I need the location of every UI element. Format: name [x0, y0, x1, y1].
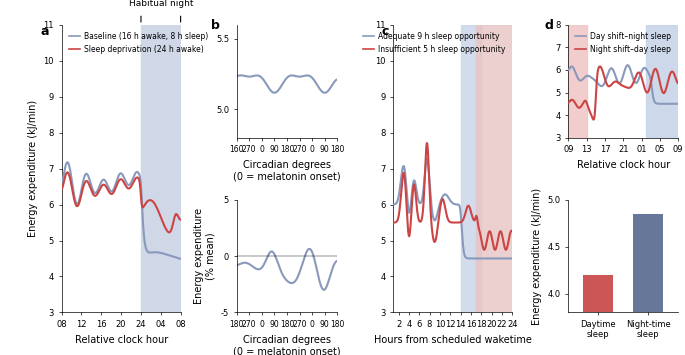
Y-axis label: Energy expenditure (kJ/min): Energy expenditure (kJ/min) — [28, 100, 38, 237]
Y-axis label: Energy expenditure (kJ/min): Energy expenditure (kJ/min) — [532, 187, 542, 324]
Legend: Baseline (16 h awake, 8 h sleep), Sleep deprivation (24 h awake): Baseline (16 h awake, 8 h sleep), Sleep … — [66, 29, 211, 56]
Bar — [141, 25, 181, 312]
X-axis label: Relative clock hour: Relative clock hour — [75, 335, 168, 345]
X-axis label: Hours from scheduled waketime: Hours from scheduled waketime — [374, 335, 532, 345]
X-axis label: Relative clock hour: Relative clock hour — [577, 160, 670, 170]
Text: Habitual night: Habitual night — [129, 0, 193, 7]
Bar — [460, 25, 482, 312]
Text: a: a — [40, 25, 49, 38]
X-axis label: Circadian degrees
(0 = melatonin onset): Circadian degrees (0 = melatonin onset) — [233, 160, 341, 181]
Bar — [633, 214, 663, 355]
Bar — [646, 25, 678, 138]
Y-axis label: Energy expenditure
(% mean): Energy expenditure (% mean) — [194, 208, 215, 304]
X-axis label: Circadian degrees
(0 = melatonin onset): Circadian degrees (0 = melatonin onset) — [233, 335, 341, 355]
Text: b: b — [212, 19, 221, 32]
Text: c: c — [382, 25, 389, 38]
Legend: Adequate 9 h sleep opportunity, Insufficient 5 h sleep opportunity: Adequate 9 h sleep opportunity, Insuffic… — [360, 29, 508, 56]
Bar — [476, 25, 512, 312]
Text: d: d — [544, 19, 553, 32]
Bar — [569, 25, 586, 138]
Legend: Day shift–night sleep, Night shift–day sleep: Day shift–night sleep, Night shift–day s… — [572, 29, 674, 56]
Bar — [584, 275, 613, 355]
